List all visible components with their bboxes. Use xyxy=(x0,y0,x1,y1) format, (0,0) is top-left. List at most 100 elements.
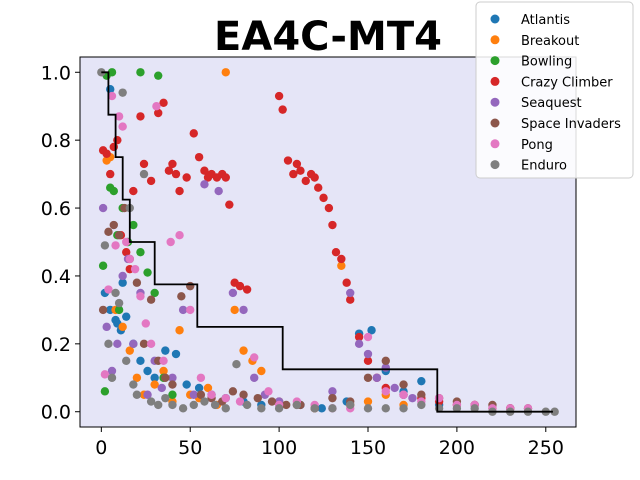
point-space-invaders xyxy=(228,387,238,396)
point-atlantis xyxy=(161,346,170,355)
point-pong xyxy=(166,237,175,247)
point-space-invaders xyxy=(399,380,408,389)
point-pong xyxy=(141,319,150,328)
point-bowling xyxy=(168,390,177,399)
x-axis: 0 50 100 150 200 250 xyxy=(95,427,564,459)
point-crazy-climber xyxy=(319,193,328,203)
point-seaquest xyxy=(372,373,382,382)
point-bowling xyxy=(107,68,117,77)
point-enduro xyxy=(104,339,113,349)
point-crazy-climber xyxy=(159,98,168,108)
point-enduro xyxy=(139,169,149,179)
point-crazy-climber xyxy=(182,173,191,182)
point-atlantis xyxy=(143,366,152,376)
point-enduro xyxy=(132,390,142,399)
point-pong xyxy=(152,102,161,111)
legend-label-seaquest: Seaquest xyxy=(521,96,582,111)
point-pong xyxy=(104,285,113,294)
point-enduro xyxy=(129,380,138,389)
y-tick-label: 1.0 xyxy=(41,62,71,84)
point-enduro xyxy=(200,397,209,406)
point-pong xyxy=(118,122,127,131)
point-pong xyxy=(136,292,145,301)
point-pong xyxy=(107,91,117,101)
points-layer xyxy=(97,68,559,416)
point-breakout xyxy=(257,366,266,376)
point-atlantis xyxy=(317,404,326,413)
point-atlantis xyxy=(367,326,376,335)
point-breakout xyxy=(159,366,168,376)
point-enduro xyxy=(310,404,319,413)
point-enduro xyxy=(168,400,177,410)
point-pong xyxy=(159,356,168,366)
legend-marker-space-invaders xyxy=(490,118,500,128)
point-space-invaders xyxy=(267,397,277,406)
point-space-invaders xyxy=(186,281,195,291)
point-crazy-climber xyxy=(283,156,293,165)
point-enduro xyxy=(178,404,188,413)
point-atlantis xyxy=(122,312,131,321)
point-enduro xyxy=(470,404,479,413)
point-crazy-climber xyxy=(274,91,284,101)
point-breakout xyxy=(337,261,346,270)
legend-label-atlantis: Atlantis xyxy=(521,13,570,28)
point-seaquest xyxy=(168,373,177,382)
legend-label-pong: Pong xyxy=(521,138,553,153)
point-crazy-climber xyxy=(242,285,252,294)
point-enduro xyxy=(107,373,117,382)
point-pong xyxy=(434,393,444,403)
legend-label-space-invaders: Space Invaders xyxy=(521,117,621,132)
point-space-invaders xyxy=(328,393,337,403)
chart-title: EA4C-MT4 xyxy=(214,14,442,60)
point-enduro xyxy=(363,404,373,413)
point-space-invaders xyxy=(132,278,142,287)
point-enduro xyxy=(274,404,284,413)
point-enduro xyxy=(292,400,302,410)
point-pong xyxy=(146,339,156,349)
point-space-invaders xyxy=(363,373,373,382)
point-crazy-climber xyxy=(113,135,122,145)
point-crazy-climber xyxy=(200,166,209,175)
point-seaquest xyxy=(363,349,373,359)
point-enduro xyxy=(232,360,241,369)
point-pong xyxy=(114,112,124,121)
point-space-invaders xyxy=(104,227,113,237)
point-pong xyxy=(221,393,230,403)
point-crazy-climber xyxy=(310,173,319,182)
point-bowling xyxy=(143,268,152,277)
point-crazy-climber xyxy=(292,159,302,169)
point-breakout xyxy=(363,397,373,406)
point-seaquest xyxy=(408,393,417,403)
point-atlantis xyxy=(194,383,204,393)
point-seaquest xyxy=(354,339,364,349)
point-enduro xyxy=(189,400,198,410)
legend-label-bowling: Bowling xyxy=(521,55,572,70)
point-enduro xyxy=(114,298,124,308)
point-seaquest xyxy=(129,339,138,349)
point-atlantis xyxy=(118,278,127,287)
point-pong xyxy=(250,353,259,362)
point-enduro xyxy=(452,404,462,413)
legend: Atlantis Breakout Bowling Crazy Climber Seaq… xyxy=(475,1,634,179)
point-enduro xyxy=(111,288,120,298)
point-seaquest xyxy=(346,288,355,298)
point-atlantis xyxy=(136,356,145,366)
point-atlantis xyxy=(150,373,159,382)
point-pong xyxy=(399,390,408,399)
point-space-invaders xyxy=(168,380,177,389)
legend-label-breakout: Breakout xyxy=(521,34,579,49)
point-enduro xyxy=(346,400,355,410)
point-crazy-climber xyxy=(296,166,305,175)
point-atlantis xyxy=(182,380,191,389)
point-pong xyxy=(111,241,120,250)
point-pong xyxy=(122,237,131,247)
point-crazy-climber xyxy=(342,278,351,287)
legend-marker-seaquest xyxy=(490,97,500,107)
legend-frame xyxy=(475,1,634,179)
point-pong xyxy=(100,370,110,379)
point-pong xyxy=(363,332,373,342)
point-crazy-climber xyxy=(337,254,346,264)
point-pong xyxy=(381,387,390,396)
point-bowling xyxy=(136,247,145,257)
